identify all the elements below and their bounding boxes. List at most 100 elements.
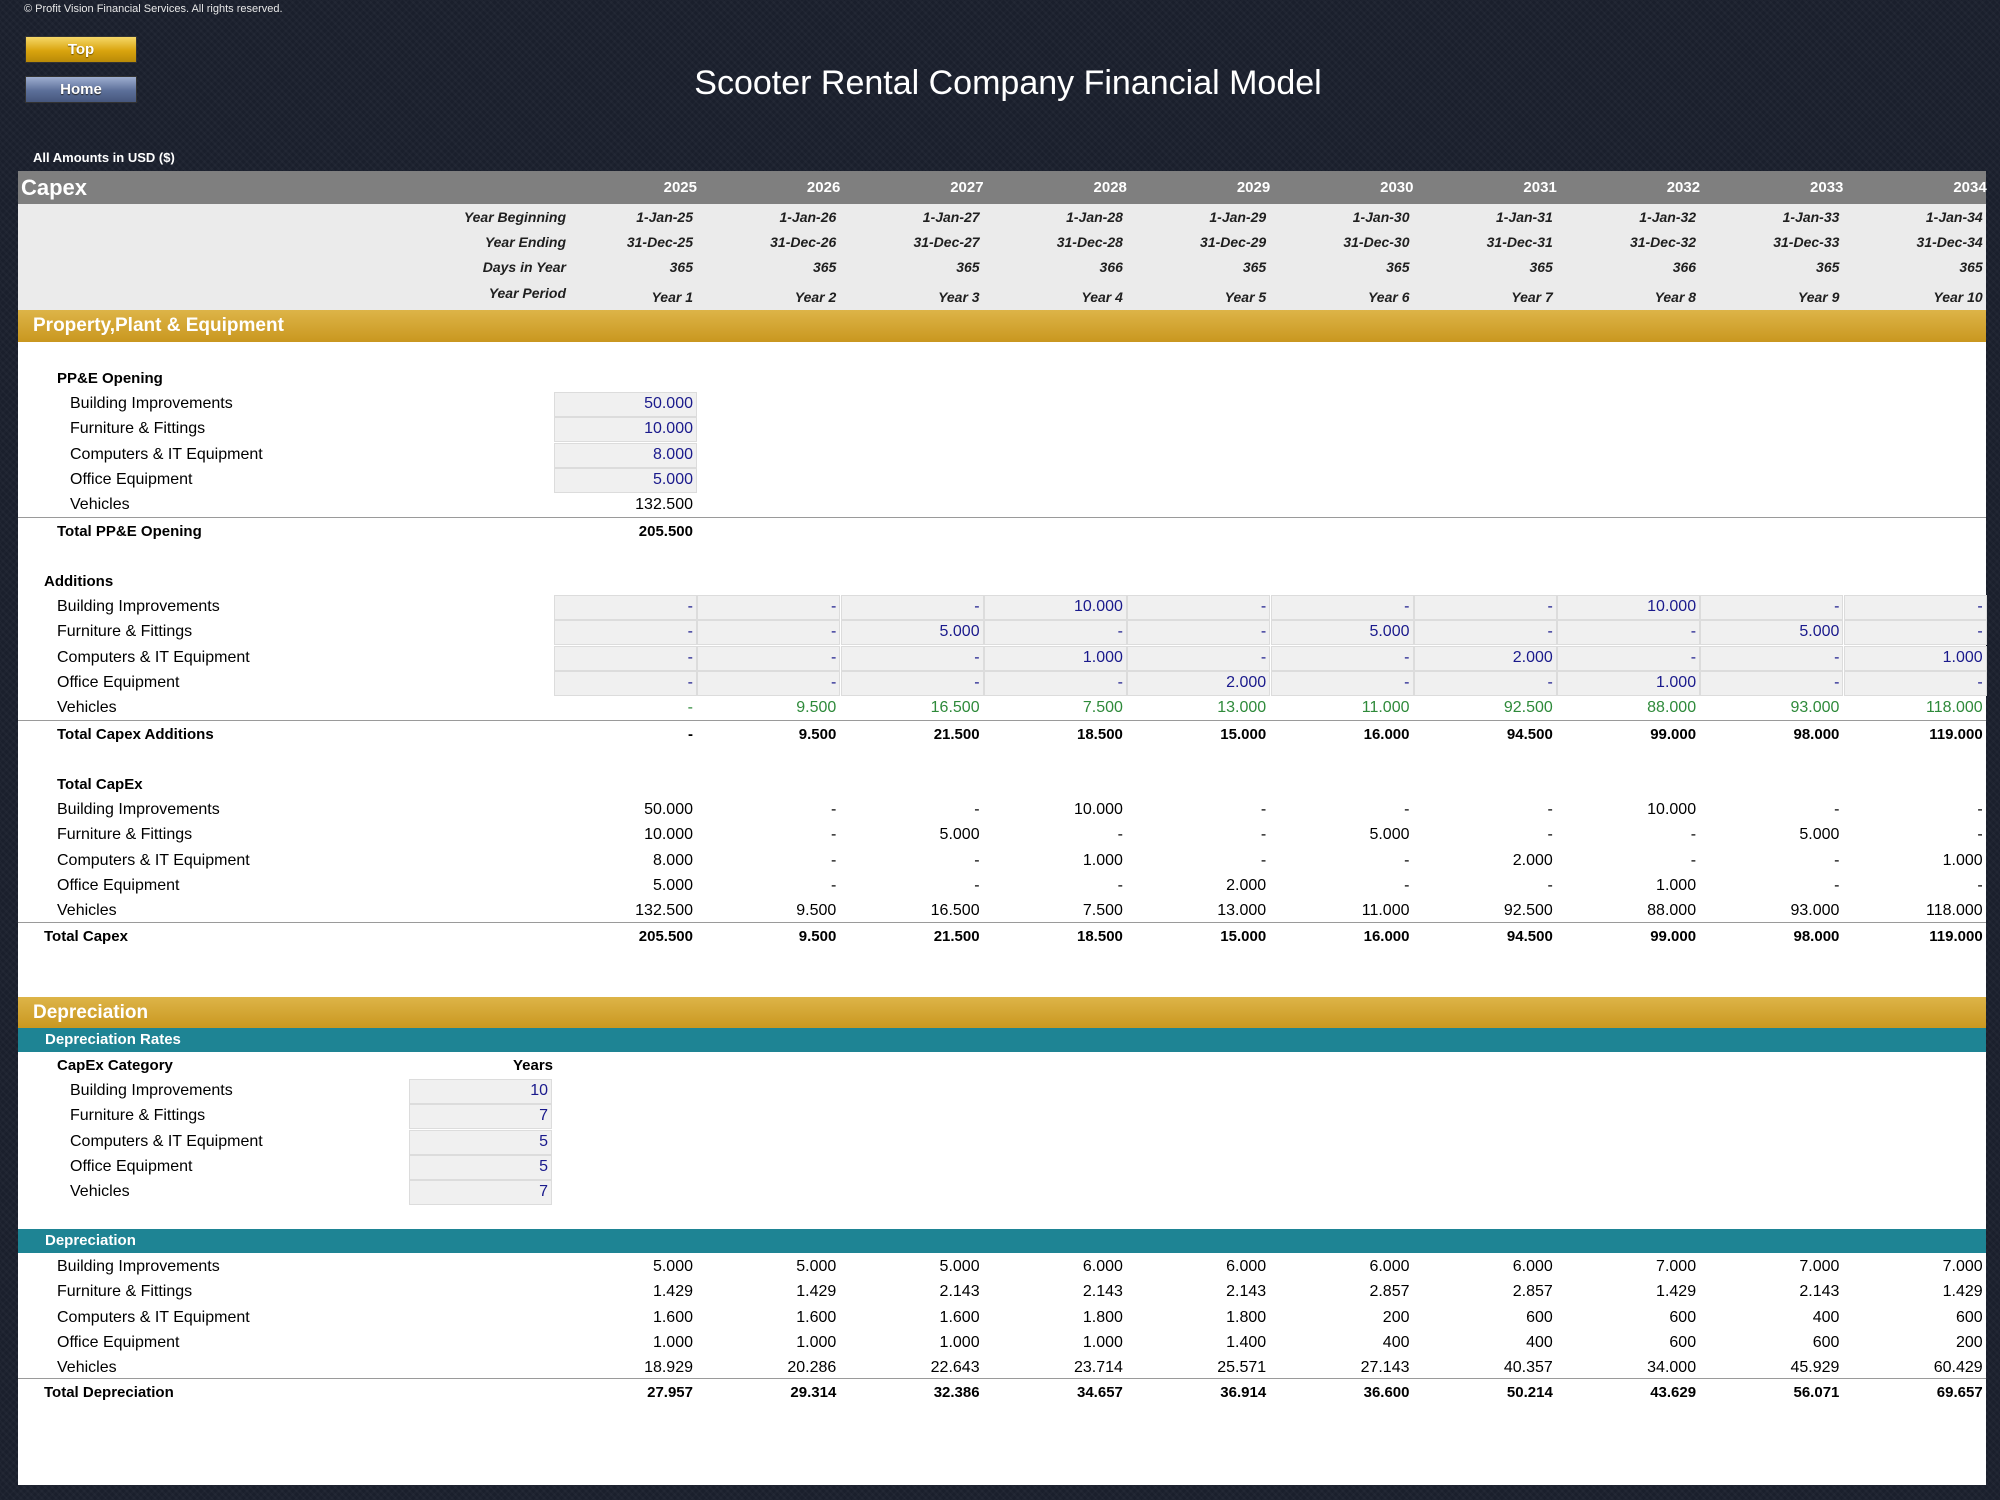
- additions-value[interactable]: 1.000: [1656, 673, 1697, 691]
- additions-value[interactable]: -: [1547, 623, 1553, 641]
- additions-input[interactable]: [1700, 595, 1844, 620]
- additions-value[interactable]: -: [1977, 623, 1983, 641]
- additions-value[interactable]: -: [1260, 598, 1267, 615]
- rates-input[interactable]: [409, 1079, 552, 1104]
- additions-value[interactable]: -: [1977, 673, 1983, 691]
- rates-years-value[interactable]: 7: [539, 1107, 548, 1125]
- additions-value[interactable]: -: [1690, 648, 1697, 666]
- additions-value[interactable]: -: [830, 673, 837, 691]
- additions-value[interactable]: -: [1834, 648, 1840, 666]
- additions-input[interactable]: [1843, 595, 1987, 620]
- ppe-opening-value[interactable]: 10.000: [644, 420, 693, 438]
- additions-value[interactable]: -: [1260, 648, 1267, 666]
- additions-input[interactable]: [1127, 645, 1271, 671]
- rates-input[interactable]: [409, 1104, 552, 1130]
- additions-value[interactable]: -: [1547, 673, 1553, 691]
- additions-input[interactable]: [983, 620, 1127, 646]
- additions-input[interactable]: [697, 645, 841, 671]
- home-button[interactable]: Home: [25, 76, 137, 103]
- additions-value[interactable]: -: [1977, 598, 1983, 615]
- additions-value[interactable]: -: [1404, 648, 1410, 666]
- additions-input[interactable]: [1127, 595, 1271, 620]
- additions-value[interactable]: -: [974, 598, 980, 615]
- additions-input[interactable]: [983, 645, 1127, 671]
- additions-value[interactable]: 2.000: [1512, 648, 1553, 666]
- additions-input[interactable]: [697, 670, 841, 696]
- additions-input[interactable]: [554, 620, 697, 646]
- additions-input[interactable]: [1413, 645, 1557, 671]
- ppe-opening-value[interactable]: 50.000: [644, 395, 693, 412]
- additions-value[interactable]: -: [1547, 598, 1553, 615]
- additions-input[interactable]: [1557, 595, 1701, 620]
- additions-value[interactable]: -: [830, 598, 837, 615]
- additions-input[interactable]: [554, 670, 697, 696]
- additions-value[interactable]: -: [1834, 598, 1840, 615]
- ppe-opening-input[interactable]: [554, 467, 697, 493]
- additions-input[interactable]: [1413, 670, 1557, 696]
- additions-value[interactable]: -: [1404, 673, 1410, 691]
- additions-value[interactable]: -: [830, 623, 837, 641]
- additions-input[interactable]: [554, 645, 697, 671]
- additions-input[interactable]: [1700, 670, 1844, 696]
- additions-input[interactable]: [1270, 645, 1414, 671]
- additions-input[interactable]: [1557, 645, 1701, 671]
- additions-input[interactable]: [840, 645, 984, 671]
- additions-value[interactable]: -: [687, 623, 693, 641]
- additions-input[interactable]: [1413, 620, 1557, 646]
- additions-value[interactable]: -: [974, 648, 980, 666]
- rates-years-value[interactable]: 10: [530, 1082, 548, 1099]
- additions-value[interactable]: -: [1834, 673, 1840, 691]
- rates-years-value[interactable]: 7: [539, 1183, 548, 1201]
- additions-input[interactable]: [840, 620, 984, 646]
- rates-years-value[interactable]: 5: [539, 1157, 548, 1175]
- additions-value[interactable]: 5.000: [939, 623, 980, 641]
- additions-value[interactable]: -: [1117, 673, 1123, 691]
- additions-input[interactable]: [554, 595, 697, 620]
- additions-input[interactable]: [840, 595, 984, 620]
- additions-value[interactable]: -: [1117, 623, 1123, 641]
- top-button[interactable]: Top: [25, 36, 137, 63]
- additions-value[interactable]: 5.000: [1369, 623, 1410, 641]
- ppe-opening-input[interactable]: [554, 392, 697, 417]
- additions-value[interactable]: 2.000: [1226, 673, 1267, 691]
- additions-input[interactable]: [1700, 645, 1844, 671]
- additions-input[interactable]: [1127, 620, 1271, 646]
- rates-years-value[interactable]: 5: [539, 1132, 548, 1150]
- additions-input[interactable]: [1270, 670, 1414, 696]
- additions-value[interactable]: -: [1690, 623, 1697, 641]
- additions-input[interactable]: [1843, 645, 1987, 671]
- additions-value[interactable]: -: [687, 598, 693, 615]
- rates-input[interactable]: [409, 1154, 552, 1180]
- additions-value[interactable]: 10.000: [1647, 598, 1697, 615]
- additions-value[interactable]: -: [687, 648, 693, 666]
- additions-value[interactable]: 1.000: [1082, 648, 1123, 666]
- ppe-opening-input[interactable]: [554, 442, 697, 468]
- additions-input[interactable]: [1127, 670, 1271, 696]
- additions-input[interactable]: [1270, 620, 1414, 646]
- additions-input[interactable]: [1843, 670, 1987, 696]
- additions-input[interactable]: [840, 670, 984, 696]
- additions-input[interactable]: [697, 620, 841, 646]
- rates-input[interactable]: [409, 1180, 552, 1206]
- additions-input[interactable]: [1700, 620, 1844, 646]
- additions-input[interactable]: [697, 595, 841, 620]
- additions-input[interactable]: [1270, 595, 1414, 620]
- additions-input[interactable]: [983, 670, 1127, 696]
- additions-value[interactable]: -: [974, 673, 980, 691]
- additions-value[interactable]: -: [830, 648, 837, 666]
- additions-input[interactable]: [1557, 670, 1701, 696]
- ppe-opening-value[interactable]: 8.000: [652, 445, 693, 463]
- additions-input[interactable]: [983, 595, 1127, 620]
- additions-input[interactable]: [1843, 620, 1987, 646]
- additions-value[interactable]: -: [1404, 598, 1410, 615]
- additions-value[interactable]: 1.000: [1942, 648, 1983, 666]
- rates-input[interactable]: [409, 1129, 552, 1155]
- ppe-opening-input[interactable]: [554, 417, 697, 443]
- additions-value[interactable]: 10.000: [1073, 598, 1123, 615]
- additions-value[interactable]: -: [1260, 623, 1267, 641]
- additions-value[interactable]: -: [687, 673, 693, 691]
- additions-value[interactable]: 5.000: [1799, 623, 1840, 641]
- additions-input[interactable]: [1413, 595, 1557, 620]
- ppe-opening-value[interactable]: 5.000: [652, 470, 693, 488]
- additions-input[interactable]: [1557, 620, 1701, 646]
